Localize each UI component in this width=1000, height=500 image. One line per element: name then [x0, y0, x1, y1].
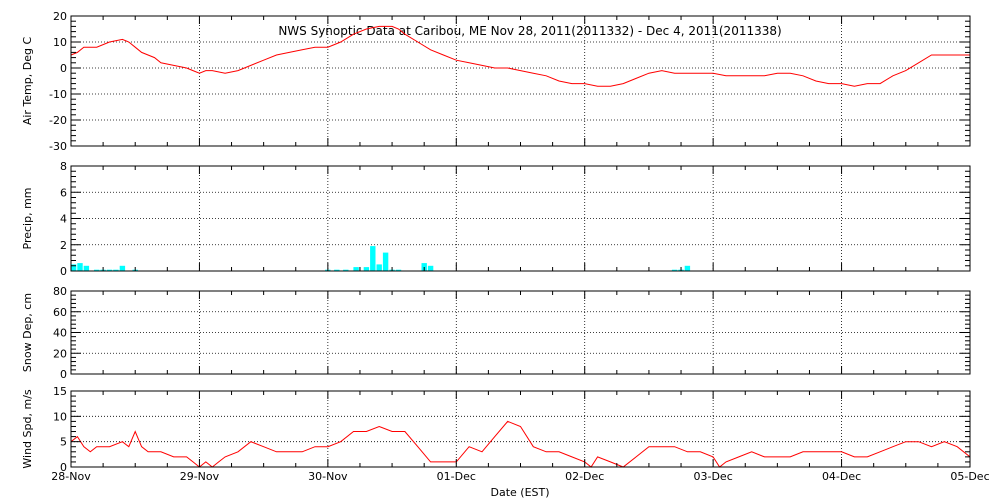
y-tick-label: 10 [53, 410, 67, 423]
panel-frame [70, 290, 971, 375]
precip-bar [353, 267, 359, 271]
precip-bar [113, 269, 119, 271]
panel-frame [70, 165, 971, 272]
y-tick-label: 6 [60, 186, 67, 199]
y-axis-label: Precip, mm [21, 188, 34, 250]
precip-bar [382, 252, 389, 271]
y-tick-label: 20 [53, 347, 67, 360]
precip-bar [334, 269, 340, 271]
y-tick-label: 5 [60, 436, 67, 449]
panel-frame [70, 390, 971, 468]
chart-title: NWS Synoptic Data at Caribou, ME Nov 28,… [278, 24, 781, 38]
y-tick-label: 10 [53, 36, 67, 49]
y-tick-label: 80 [53, 285, 67, 298]
precip-bar [376, 264, 382, 271]
temp-series-line [70, 25, 970, 87]
y-tick-label: -10 [49, 88, 67, 101]
y-tick-label: 15 [53, 385, 67, 398]
y-tick-label: 60 [53, 306, 67, 319]
precip-bar [106, 269, 113, 271]
precip-bar [427, 265, 434, 272]
precip-bar [363, 267, 370, 271]
y-axis-label: Snow Dep, cm [21, 293, 34, 372]
precip-bar [671, 269, 678, 271]
precip-bar [343, 269, 349, 271]
y-tick-label: 20 [53, 10, 67, 23]
y-axis-label: Wind Spd, m/s [21, 389, 34, 469]
chart-panels: -30 -20 -10 0 10 20 Air Temp, Deg C 0 2 4 6 8 Precip… [21, 10, 990, 483]
panel-precip: 0 2 4 6 8 Precip, mm [21, 160, 971, 278]
y-tick-label: -30 [49, 140, 67, 153]
x-tick-label: 04-Dec [822, 470, 861, 483]
x-tick-label: 29-Nov [180, 470, 220, 483]
x-tick-label: 01-Dec [437, 470, 476, 483]
precip-bar [395, 269, 402, 271]
precip-bar [119, 265, 126, 272]
x-tick-label: 03-Dec [694, 470, 733, 483]
panel-wind: 0 5 10 15 Wind Spd, m/s [21, 385, 971, 474]
wind-series-line [70, 420, 971, 468]
y-tick-label: 2 [60, 239, 67, 252]
y-tick-label: -20 [49, 114, 67, 127]
x-tick-label: 30-Nov [308, 470, 348, 483]
precip-bar [83, 265, 90, 272]
y-axis-label: Air Temp, Deg C [21, 37, 34, 126]
x-tick-label: 02-Dec [565, 470, 604, 483]
precip-bar [77, 263, 83, 271]
y-tick-label: 0 [60, 461, 67, 474]
precip-bar [70, 264, 77, 271]
y-tick-label: 8 [60, 160, 67, 173]
y-tick-label: 4 [60, 213, 67, 226]
y-tick-label: 0 [60, 265, 67, 278]
precip-bar [684, 265, 691, 272]
y-tick-label: 0 [60, 62, 67, 75]
y-tick-label: 40 [53, 327, 67, 340]
x-tick-label: 05-Dec [950, 470, 989, 483]
x-axis-title: Date (EST) [490, 486, 549, 499]
precip-bar [370, 246, 376, 271]
y-tick-label: 0 [60, 368, 67, 381]
precip-bar [94, 269, 100, 271]
panel-snow: 0 20 40 60 80 Snow Dep, cm [21, 285, 971, 381]
panel-temp: -30 -20 -10 0 10 20 Air Temp, Deg C [21, 10, 971, 153]
x-tick-label: 28-Nov [51, 470, 91, 483]
